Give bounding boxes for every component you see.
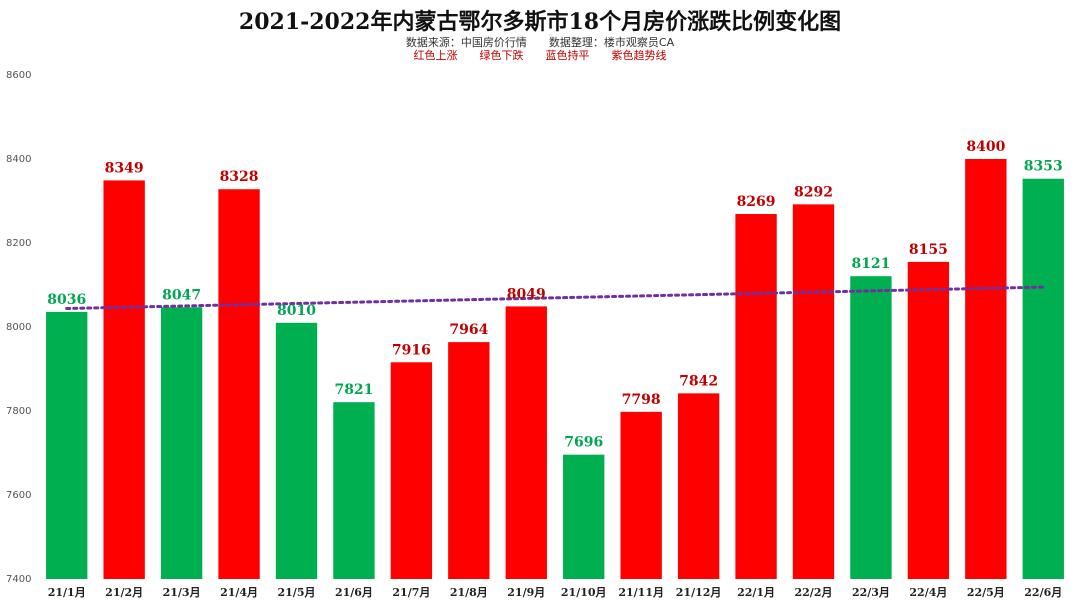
- bar-21/3月: [160, 307, 203, 579]
- data-label: 7696: [564, 435, 603, 451]
- data-label: 8292: [794, 184, 833, 200]
- data-label: 7916: [392, 342, 431, 358]
- chart-legend: 红色上涨 绿色下跌 蓝色持平 紫色趋势线: [414, 48, 667, 62]
- data-label: 8349: [105, 160, 144, 176]
- bar-21/12月: [677, 393, 720, 579]
- x-tick-label: 21/11月: [618, 586, 664, 599]
- x-tick-label: 21/3月: [163, 586, 201, 599]
- bar-21/5月: [275, 322, 318, 579]
- y-axis: 7400 7600 7800 8000 8200 8400 8600: [6, 70, 31, 585]
- bar-22/1月: [735, 214, 777, 579]
- y-tick-label: 8200: [6, 238, 31, 249]
- data-label: 8269: [737, 194, 776, 210]
- x-tick-label: 21/9月: [507, 586, 545, 599]
- x-tick-label: 22/4月: [909, 586, 947, 599]
- x-tick-label: 22/3月: [852, 586, 890, 599]
- x-tick-label: 21/10月: [561, 586, 607, 599]
- bar-21/8月: [448, 342, 490, 579]
- data-label: 7964: [449, 322, 488, 338]
- bar-22/5月: [965, 159, 1007, 579]
- x-tick-label: 22/5月: [967, 586, 1005, 599]
- data-label: 7842: [679, 373, 718, 389]
- data-label: 8121: [851, 256, 890, 272]
- data-label: 7798: [622, 392, 661, 408]
- y-tick-label: 7600: [6, 490, 31, 501]
- bar-21/6月: [333, 402, 375, 579]
- x-tick-label: 21/8月: [450, 586, 488, 599]
- data-label: 8010: [277, 303, 316, 319]
- y-tick-label: 8400: [6, 154, 31, 165]
- y-tick-label: 7400: [6, 574, 31, 585]
- chart-title: 2021-2022年内蒙古鄂尔多斯市18个月房价涨跌比例变化图: [239, 9, 841, 35]
- data-labels-group: 8036 8349 8047 8328 8010 7821 7916 7964 8049 7696…: [47, 139, 1063, 451]
- data-label: 8049: [507, 286, 546, 302]
- bars-group: [46, 159, 1064, 580]
- x-tick-label: 21/12月: [676, 586, 722, 599]
- x-tick-label: 21/6月: [335, 586, 373, 599]
- bar-21/7月: [390, 362, 433, 579]
- x-tick-label: 21/1月: [48, 586, 86, 599]
- x-tick-label: 22/1月: [737, 586, 775, 599]
- bar-21/4月: [218, 189, 260, 580]
- bar-22/6月: [1022, 178, 1064, 580]
- data-label: 8036: [47, 292, 86, 308]
- data-label: 8400: [966, 139, 1005, 155]
- x-tick-label: 22/2月: [795, 586, 833, 599]
- bar-21/1月: [46, 311, 88, 579]
- data-label: 8155: [909, 242, 948, 258]
- x-tick-label: 21/7月: [392, 586, 430, 599]
- trendline-group: [65, 285, 1045, 311]
- bar-21/10月: [563, 454, 605, 579]
- x-tick-label: 21/2月: [105, 586, 143, 599]
- y-tick-label: 7800: [6, 406, 31, 417]
- x-tick-label: 22/6月: [1024, 586, 1062, 599]
- bar-22/3月: [850, 276, 892, 579]
- y-tick-label: 8600: [6, 70, 31, 81]
- bar-21/9月: [505, 306, 547, 579]
- bar-21/2月: [103, 180, 145, 580]
- bar-21/11月: [620, 411, 662, 579]
- data-label: 8353: [1024, 159, 1063, 175]
- y-tick-label: 8000: [6, 322, 31, 333]
- data-label: 8328: [220, 169, 259, 185]
- x-axis: 21/1月 21/2月 21/3月 21/4月 21/5月 21/6月 21/7月 21/8月…: [48, 586, 1063, 599]
- bar-22/2月: [792, 204, 835, 580]
- x-tick-label: 21/4月: [220, 586, 258, 599]
- trendline: [65, 285, 1045, 311]
- bar-22/4月: [907, 261, 950, 579]
- data-label: 7821: [334, 382, 373, 398]
- chart-subtitle: 数据来源：中国房价行情 数据整理：楼市观察员CA: [406, 35, 675, 49]
- data-label: 8047: [162, 287, 201, 303]
- x-tick-label: 21/5月: [278, 586, 316, 599]
